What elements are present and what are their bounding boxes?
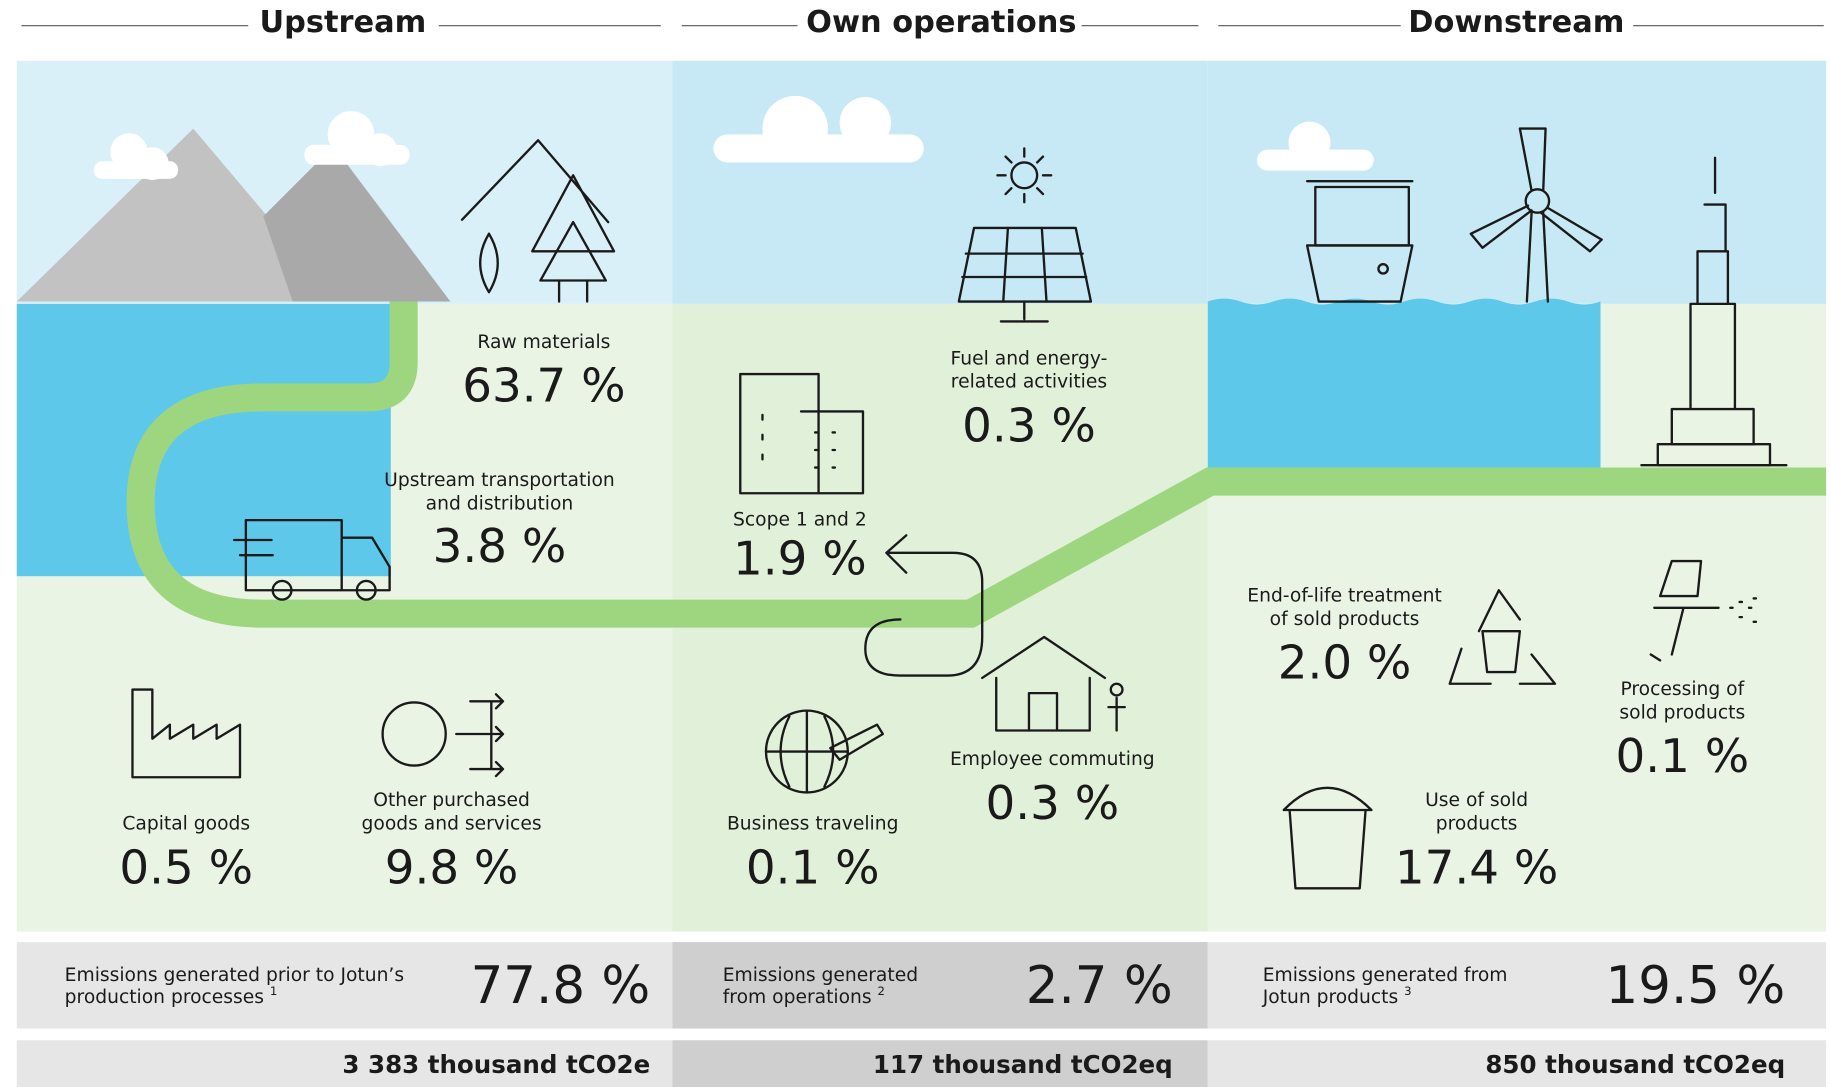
item-value: 1.9 % [733, 533, 867, 587]
item-label: Capital goods [122, 814, 250, 835]
summary-value: 19.5 % [1606, 956, 1786, 1016]
item-value: 9.8 % [385, 841, 519, 895]
summary-value: 2.7 % [1026, 956, 1173, 1016]
item-label: Raw materials [477, 332, 610, 353]
footnote-mark: 3 [1404, 984, 1411, 998]
item-label: Scope 1 and 2 [733, 510, 867, 531]
item-value: 63.7 % [462, 360, 625, 414]
summary-label: Emissions generated [723, 964, 918, 985]
summary-total: 117 thousand tCO2eq [873, 1050, 1173, 1079]
item-label: Employee commuting [950, 749, 1155, 770]
section-header: Own operations [806, 5, 1076, 40]
summary-label: from operations 2 [723, 984, 885, 1008]
item-value: 0.3 % [986, 777, 1120, 831]
summary-label: Emissions generated from [1263, 964, 1508, 985]
footnote-mark: 2 [877, 984, 884, 998]
summary-total: 850 thousand tCO2eq [1485, 1050, 1785, 1079]
item-value: 0.1 % [1616, 730, 1750, 784]
item-label: products [1436, 814, 1518, 835]
summary-value: 77.8 % [471, 956, 651, 1016]
item-value: 2.0 % [1278, 637, 1412, 691]
summary-label-line: Emissions generated [723, 964, 918, 985]
summary-label-line: Emissions generated from [1263, 964, 1508, 985]
item-label: of sold products [1270, 609, 1420, 630]
page: Upstream Own operations Downstream Raw mate… [0, 0, 1830, 1087]
item-label: Processing of [1620, 679, 1744, 700]
summary-label-line: from operations [723, 987, 872, 1008]
item-label: Upstream transportation [384, 470, 615, 491]
section-header: Upstream [259, 5, 426, 40]
item-value: 17.4 % [1395, 841, 1558, 895]
item-label: Use of sold [1425, 790, 1528, 811]
summary-label-line: Emissions generated prior to Jotun’s [65, 964, 404, 985]
item-label: related activities [951, 372, 1107, 393]
summary-label-line: production processes [65, 987, 264, 1008]
item-label: goods and services [362, 814, 542, 835]
item-label: Business traveling [727, 814, 898, 835]
summary-label: production processes 1 [65, 984, 278, 1008]
summary-total: 3 383 thousand tCO2e [342, 1050, 650, 1079]
item-value: 0.5 % [119, 841, 253, 895]
footnote-mark: 1 [270, 984, 277, 998]
summary-label-line: Jotun products [1262, 987, 1399, 1008]
item-label: End-of-life treatment [1247, 586, 1441, 607]
infographic: Upstream Own operations Downstream Raw mate… [0, 0, 1830, 1087]
item-value: 0.3 % [962, 399, 1096, 453]
section-header: Downstream [1408, 5, 1624, 40]
item-label: sold products [1619, 702, 1745, 723]
item-value: 3.8 % [433, 520, 567, 574]
item-label: Other purchased [373, 790, 530, 811]
item-label: Fuel and energy- [951, 348, 1108, 369]
item-value: 0.1 % [746, 841, 880, 895]
summary-label: Jotun products 3 [1262, 984, 1412, 1008]
item-label: and distribution [426, 493, 574, 514]
summary-label: Emissions generated prior to Jotun’s [65, 964, 404, 985]
